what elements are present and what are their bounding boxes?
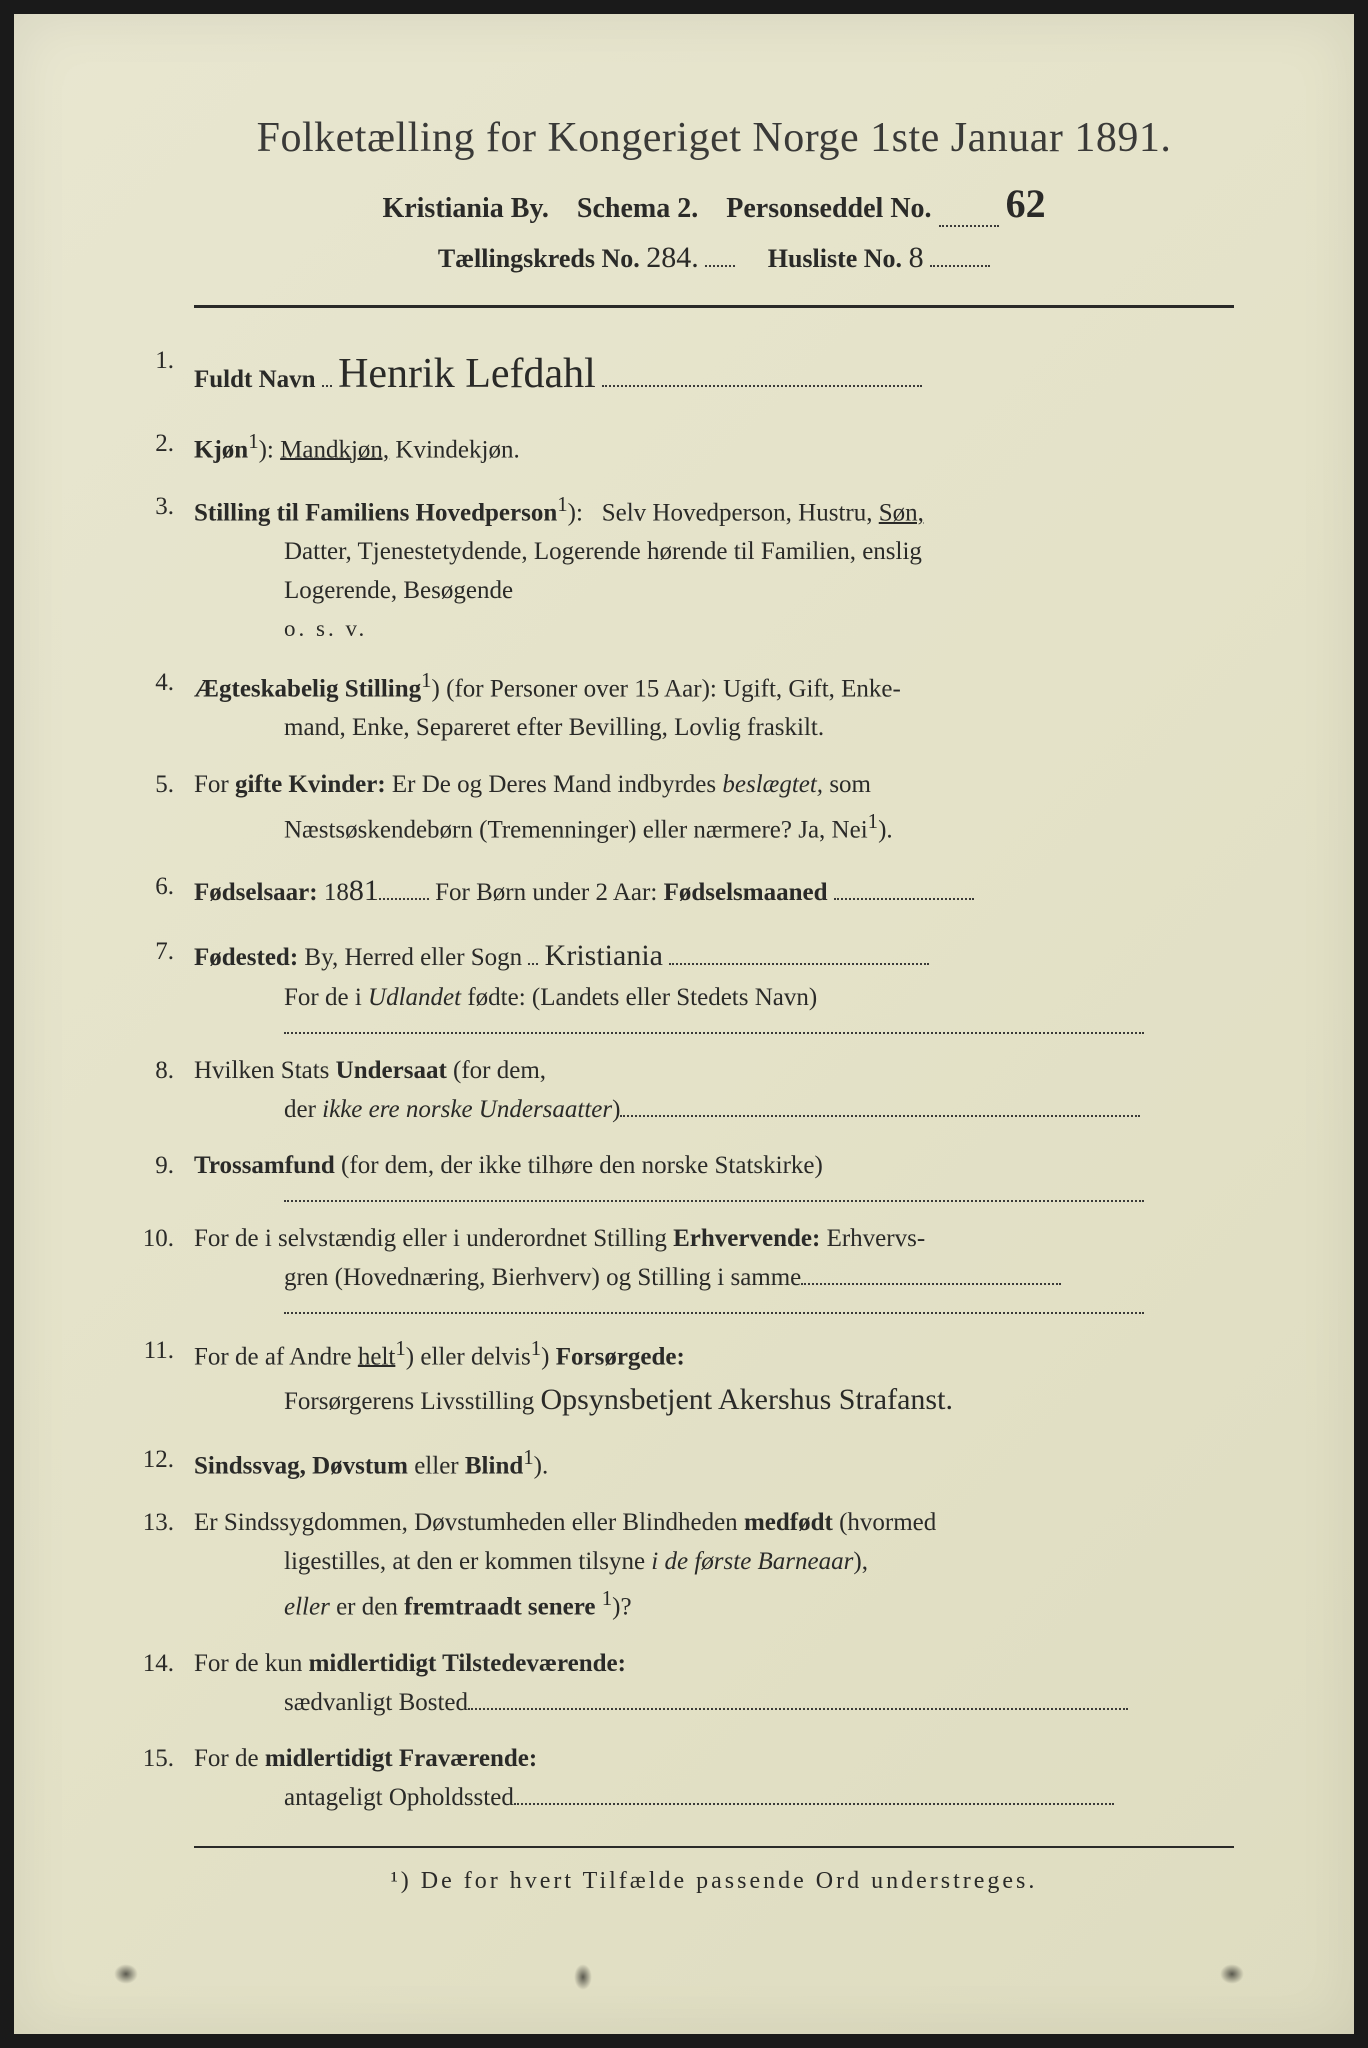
- field-1-label: Fuldt Navn: [194, 366, 316, 393]
- field-1-value: Henrik Lefdahl: [338, 342, 596, 407]
- field-2-opt1: Mandkjøn,: [280, 436, 389, 463]
- birthplace-value: Kristiania: [545, 933, 663, 980]
- field-3: 3. Stilling til Familiens Hovedperson1):…: [194, 488, 1234, 646]
- field-12: 12. Sindssvag, Døvstum eller Blind1).: [194, 1441, 1234, 1486]
- field-14: 14. For de kun midlertidigt Tilstedevære…: [194, 1645, 1234, 1723]
- field-1: 1. Fuldt Navn Henrik Lefdahl: [194, 342, 1234, 407]
- footnote: ¹) De for hvert Tilfælde passende Ord un…: [194, 1868, 1234, 1895]
- subtitle-line-2: Tællingskreds No. 284. Husliste No. 8: [194, 241, 1234, 275]
- subtitle-line: Kristiania By. Schema 2. Personseddel No…: [194, 180, 1234, 227]
- personseddel-value: 62: [1006, 180, 1046, 227]
- field-11: 11. For de af Andre helt1) eller delvis1…: [194, 1332, 1234, 1424]
- field-6-label: Fødselsaar:: [194, 879, 318, 906]
- page-title: Folketælling for Kongeriget Norge 1ste J…: [194, 114, 1234, 162]
- husliste-dots: [930, 265, 990, 267]
- field-12-label: Sindssvag, Døvstum: [194, 1452, 408, 1479]
- divider: [194, 305, 1234, 308]
- census-form-page: Folketælling for Kongeriget Norge 1ste J…: [14, 14, 1354, 2034]
- provider-occupation: Opsynsbetjent Akershus Strafanst.: [540, 1377, 952, 1424]
- ink-mark-icon: [1220, 1964, 1244, 1984]
- field-9: 9. Trossamfund (for dem, der ikke tilhør…: [194, 1147, 1234, 1202]
- personseddel-prefix-dots: [939, 193, 999, 227]
- ink-mark-icon: [114, 1964, 138, 1984]
- field-list: 1. Fuldt Navn Henrik Lefdahl 2. Kjøn1): …: [194, 342, 1234, 1818]
- field-5: 5. For gifte Kvinder: Er De og Deres Man…: [194, 766, 1234, 850]
- city-label: Kristiania By.: [382, 193, 548, 224]
- schema-label: Schema 2.: [577, 193, 698, 224]
- field-3-selected: Søn,: [879, 500, 924, 527]
- field-2: 2. Kjøn1): Mandkjøn, Kvindekjøn.: [194, 425, 1234, 470]
- husliste-label: Husliste No.: [768, 244, 902, 273]
- field-6: 6. Fødselsaar: 1881 For Børn under 2 Aar…: [194, 868, 1234, 915]
- field-3-label: Stilling til Familiens Hovedperson: [194, 500, 557, 527]
- field-2-label: Kjøn: [194, 436, 248, 463]
- personseddel-label: Personseddel No.: [726, 193, 931, 224]
- field-15: 15. For de midlertidigt Fraværende: anta…: [194, 1740, 1234, 1818]
- field-9-label: Trossamfund: [194, 1152, 335, 1179]
- field-4: 4. Ægteskabelig Stilling1) (for Personer…: [194, 664, 1234, 748]
- field-2-opt2: Kvindekjøn.: [395, 436, 519, 463]
- field-8: 8. Hvilken Stats Undersaat (for dem, der…: [194, 1052, 1234, 1130]
- husliste-value: 8: [909, 241, 924, 275]
- kreds-dots: [705, 265, 735, 267]
- field-7: 7. Fødested: By, Herred eller Sogn Krist…: [194, 933, 1234, 1034]
- kreds-value: 284.: [646, 241, 699, 275]
- field-7-label: Fødested:: [194, 944, 298, 971]
- kreds-label: Tællingskreds No.: [438, 244, 640, 273]
- field-5-label: gifte Kvinder:: [235, 771, 386, 798]
- field-4-label: Ægteskabelig Stilling: [194, 676, 421, 703]
- field-10: 10. For de i selvstændig eller i underor…: [194, 1220, 1234, 1314]
- ink-mark-icon: [574, 1964, 592, 1990]
- field-13: 13. Er Sindssygdommen, Døvstumheden elle…: [194, 1504, 1234, 1627]
- bottom-divider: [194, 1846, 1234, 1848]
- birth-year: 81: [349, 868, 379, 915]
